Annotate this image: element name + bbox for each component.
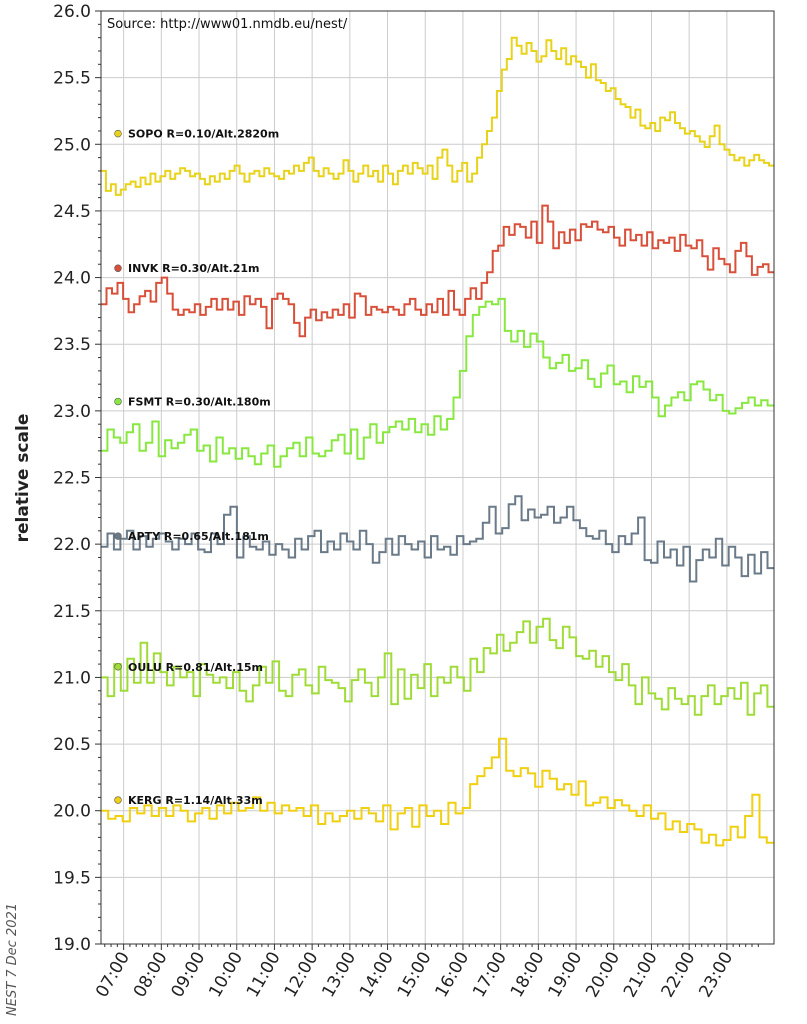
series-label: SOPO R=0.10/Alt.2820m bbox=[128, 128, 279, 141]
series-label: FSMT R=0.30/Alt.180m bbox=[128, 396, 271, 409]
x-tick-label: 19:00 bbox=[545, 949, 587, 1001]
source-note: Source: http://www01.nmdb.eu/nest/ bbox=[107, 17, 348, 32]
x-tick-label: 20:00 bbox=[582, 949, 624, 1001]
series-line bbox=[101, 36, 774, 196]
y-tick-label: 22.5 bbox=[53, 469, 91, 489]
y-tick-label: 23.5 bbox=[53, 335, 91, 355]
series-layer bbox=[101, 36, 774, 847]
y-tick-label: 24.5 bbox=[53, 202, 91, 222]
legend-marker bbox=[114, 129, 122, 138]
series-label: INVK R=0.30/Alt.21m bbox=[128, 262, 260, 275]
series-label: OULU R=0.81/Alt.15m bbox=[128, 661, 263, 674]
y-tick-label: 23.0 bbox=[53, 402, 91, 422]
series-line bbox=[101, 297, 774, 468]
legend-marker bbox=[114, 397, 122, 406]
series-label: APTY R=0.65/Alt.181m bbox=[128, 530, 269, 543]
y-tick-label: 20.0 bbox=[53, 802, 91, 822]
x-axis: 07:0008:0009:0010:0011:0012:0013:0014:00… bbox=[92, 944, 759, 1001]
legend-marker bbox=[114, 532, 122, 540]
y-axis-label: relative scale bbox=[13, 414, 33, 543]
series-line bbox=[101, 204, 774, 338]
x-tick-label: 08:00 bbox=[130, 949, 172, 1001]
x-tick-label: 09:00 bbox=[168, 949, 210, 1001]
y-axis: 26.0 25.5 25.0 24.5 24.0 23.5 23.0 22.5 22.0 21.5… bbox=[53, 2, 101, 955]
x-tick-label: 16:00 bbox=[431, 949, 473, 1001]
legend-marker bbox=[114, 264, 122, 272]
x-tick-label: 15:00 bbox=[394, 949, 436, 1001]
y-tick-label: 24.0 bbox=[53, 269, 91, 289]
legend-marker bbox=[114, 663, 122, 671]
y-tick-label: 21.0 bbox=[53, 668, 91, 688]
x-tick-label: 07:00 bbox=[92, 949, 134, 1001]
x-tick-label: 13:00 bbox=[318, 949, 360, 1001]
x-tick-label: 12:00 bbox=[281, 949, 323, 1001]
series-line bbox=[101, 737, 774, 847]
y-tick-label: 19.5 bbox=[53, 868, 91, 888]
x-tick-label: 11:00 bbox=[243, 949, 285, 1001]
credit-text: NEST 7 Dec 2021 bbox=[5, 903, 20, 1016]
series-label: KERG R=1.14/Alt.33m bbox=[128, 794, 263, 807]
station-labels: SOPO R=0.10/Alt.2820m INVK R=0.30/Alt.21m… bbox=[114, 128, 279, 807]
x-tick-label: 22:00 bbox=[658, 949, 700, 1001]
x-tick-label: 10:00 bbox=[205, 949, 247, 1001]
legend-marker bbox=[114, 796, 122, 804]
y-tick-label: 22.0 bbox=[53, 535, 91, 555]
x-tick-label: 14:00 bbox=[356, 949, 398, 1001]
y-tick-label: 21.5 bbox=[53, 602, 91, 622]
x-tick-label: 23:00 bbox=[695, 949, 737, 1001]
x-tick-label: 18:00 bbox=[507, 949, 549, 1001]
x-tick-label: 17:00 bbox=[469, 949, 511, 1001]
y-tick-label: 20.5 bbox=[53, 735, 91, 755]
y-tick-label: 19.0 bbox=[53, 935, 91, 955]
series-line bbox=[101, 617, 774, 716]
y-tick-label: 25.5 bbox=[53, 69, 91, 89]
y-tick-label: 26.0 bbox=[53, 2, 91, 22]
series-line bbox=[101, 495, 774, 583]
y-tick-label: 25.0 bbox=[53, 135, 91, 155]
x-tick-label: 21:00 bbox=[620, 949, 662, 1001]
